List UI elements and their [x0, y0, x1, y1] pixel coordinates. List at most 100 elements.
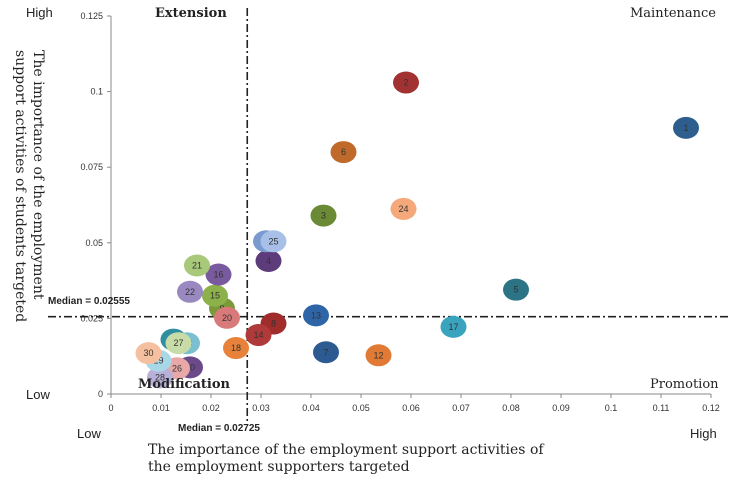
- data-point-marker: [135, 342, 162, 365]
- data-point-27: 27: [165, 332, 192, 355]
- x-tick-label: 0.11: [653, 403, 670, 413]
- data-point-label: 6: [341, 147, 346, 157]
- data-point-marker: [313, 341, 339, 364]
- data-point-label: 5: [513, 285, 518, 295]
- y-high-label: High: [26, 5, 53, 20]
- quadrant-modification-label: Modification: [138, 377, 230, 392]
- data-point-label: 14: [253, 330, 263, 340]
- data-point-marker: [393, 71, 419, 94]
- y-tick-label: 0: [98, 389, 103, 399]
- data-point-15: 15: [202, 284, 228, 307]
- x-tick-label: 0: [108, 403, 113, 413]
- data-point-label: 17: [448, 322, 458, 332]
- y-tick-label: 0.1: [90, 87, 103, 97]
- data-point-3: 3: [310, 204, 337, 227]
- median-x-label: Median = 0.02725: [178, 423, 260, 434]
- data-point-marker: [260, 230, 287, 253]
- x-tick-label: 0.04: [302, 403, 320, 413]
- x-high-label: High: [690, 426, 717, 441]
- x-tick-label: 0.06: [402, 403, 420, 413]
- y-tick-label: 0.125: [80, 11, 103, 21]
- data-point-label: 28: [155, 372, 165, 382]
- data-point-marker: [365, 344, 392, 367]
- x-tick-label: 0.08: [502, 403, 520, 413]
- data-point-label: 10: [185, 362, 195, 372]
- data-point-4: 4: [255, 249, 282, 272]
- data-point-marker: [255, 249, 282, 272]
- data-point-13: 13: [303, 304, 329, 327]
- data-point-24: 24: [390, 197, 417, 220]
- data-point-label: 16: [213, 270, 223, 280]
- data-point-21: 21: [184, 254, 210, 277]
- data-point-marker: [390, 197, 417, 220]
- data-point-label: 27: [173, 338, 183, 348]
- data-point-label: 7: [323, 347, 328, 357]
- data-point-label: 4: [266, 256, 271, 266]
- data-point-25: 25: [260, 230, 287, 253]
- x-axis-title-line-1: The importance of the employment support…: [148, 442, 545, 458]
- data-point-marker: [202, 284, 228, 307]
- data-point-label: 13: [311, 310, 321, 320]
- data-point-label: 2: [403, 78, 408, 88]
- data-point-marker: [330, 141, 357, 164]
- y-low-label: Low: [26, 387, 50, 402]
- data-point-17: 17: [440, 315, 467, 338]
- median-y-label: Median = 0.02555: [48, 296, 130, 307]
- data-point-label: 21: [192, 260, 202, 270]
- y-axis-title-line-1: The importance of the employment: [30, 50, 46, 300]
- data-point-14: 14: [245, 324, 272, 347]
- data-point-marker: [147, 366, 173, 389]
- data-point-label: 29: [153, 356, 163, 366]
- data-point-18: 18: [223, 337, 249, 360]
- x-tick-label: 0.07: [452, 403, 470, 413]
- data-point-marker: [440, 315, 467, 338]
- x-tick-label: 0.1: [605, 403, 618, 413]
- data-point-marker: [310, 204, 337, 227]
- y-tick-label: 0.025: [80, 313, 103, 323]
- data-point-label: 18: [231, 343, 241, 353]
- data-point-marker: [177, 280, 203, 303]
- data-point-30: 30: [135, 342, 162, 365]
- data-point-marker: [673, 116, 699, 139]
- data-point-label: 15: [210, 291, 220, 301]
- data-point-22: 22: [177, 280, 203, 303]
- data-point-marker: [503, 278, 529, 301]
- data-point-marker: [165, 332, 192, 355]
- y-axis-title-line-2: support activities of students targeted: [12, 50, 28, 322]
- data-point-label: 8: [271, 319, 276, 329]
- data-point-marker: [223, 337, 249, 360]
- data-point-marker: [245, 324, 272, 347]
- data-point-label: 30: [143, 348, 153, 358]
- quadrant-promotion-label: Promotion: [650, 377, 719, 392]
- data-point-12: 12: [365, 344, 392, 367]
- data-point-6: 6: [330, 141, 357, 164]
- data-point-20: 20: [214, 306, 240, 329]
- x-tick-label: 0.12: [702, 403, 720, 413]
- data-point-label: 24: [398, 204, 408, 214]
- data-point-label: 12: [373, 350, 383, 360]
- y-tick-label: 0.075: [80, 162, 103, 172]
- data-point-marker: [303, 304, 329, 327]
- data-point-label: 26: [172, 363, 182, 373]
- data-point-label: 3: [321, 211, 326, 221]
- x-low-label: Low: [77, 426, 101, 441]
- y-tick-label: 0.05: [85, 238, 103, 248]
- x-tick-label: 0.01: [152, 403, 170, 413]
- x-tick-label: 0.05: [352, 403, 370, 413]
- data-point-2: 2: [393, 71, 419, 94]
- quadrant-maintenance-label: Maintenance: [630, 6, 716, 21]
- x-tick-label: 0.03: [252, 403, 270, 413]
- data-point-label: 20: [222, 313, 232, 323]
- x-tick-label: 0.02: [202, 403, 220, 413]
- x-tick-label: 0.09: [552, 403, 570, 413]
- x-tick-group: 0 0.01 0.02 0.03 0.04 0.05 0.06 0.07 0.08 0.09 0.1…: [108, 394, 720, 413]
- x-axis-title-line-2: the employment supporters targeted: [148, 459, 410, 475]
- y-tick-group: 0 0.025 0.05 0.075 0.1 0.125: [80, 11, 111, 399]
- data-point-1: 1: [673, 116, 699, 139]
- data-point-28: 28: [147, 366, 173, 389]
- quadrant-extension-label: Extension: [155, 6, 227, 21]
- data-point-label: 25: [268, 236, 278, 246]
- data-point-marker: [214, 306, 240, 329]
- data-point-marker: [184, 254, 210, 277]
